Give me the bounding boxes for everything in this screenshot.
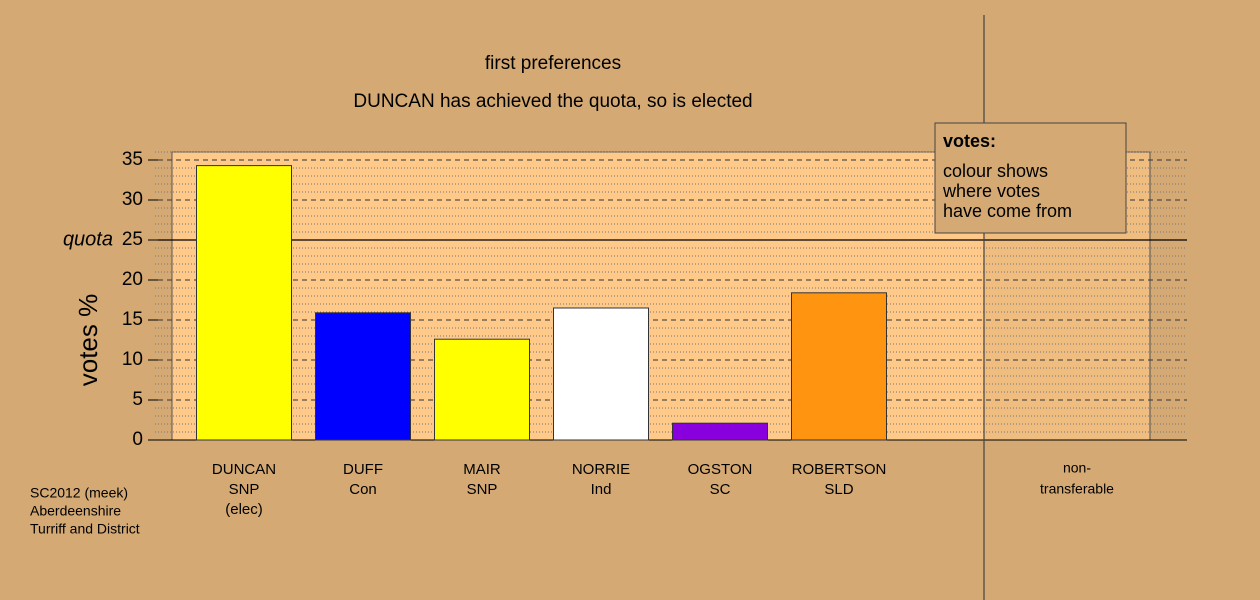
x-tick-label: OGSTON bbox=[688, 461, 753, 478]
legend-text: where votes bbox=[942, 181, 1040, 201]
chart-title: first preferences bbox=[485, 53, 621, 74]
x-tick-label: MAIR bbox=[463, 461, 501, 478]
y-tick-label: 0 bbox=[132, 429, 143, 450]
legend-box bbox=[934, 122, 1127, 234]
x-tick-label: DUFF bbox=[343, 461, 383, 478]
y-tick-label: 10 bbox=[122, 349, 143, 370]
bar bbox=[672, 422, 768, 441]
legend-text: have come from bbox=[943, 201, 1072, 221]
y-tick-label: 5 bbox=[132, 389, 143, 410]
x-tick-label: SNP bbox=[467, 481, 498, 498]
x-tick-label: SC bbox=[710, 481, 731, 498]
x-tick-label: Ind bbox=[591, 481, 612, 498]
bar bbox=[791, 292, 887, 441]
y-tick-label: 35 bbox=[122, 149, 143, 170]
x-tick-label: non- bbox=[1063, 460, 1091, 476]
bar bbox=[434, 338, 530, 441]
y-tick-label: 30 bbox=[122, 189, 143, 210]
x-tick-label: SNP bbox=[229, 481, 260, 498]
x-tick-label: transferable bbox=[1040, 481, 1114, 497]
bar bbox=[553, 307, 649, 441]
y-axis-label: votes % bbox=[73, 294, 103, 387]
x-tick-label: SLD bbox=[824, 481, 853, 498]
y-tick-label: 25 bbox=[122, 229, 143, 250]
footer-text: Turriff and District bbox=[30, 521, 140, 537]
footer-text: SC2012 (meek) bbox=[30, 485, 128, 501]
legend-title: votes: bbox=[943, 131, 996, 151]
x-tick-label: (elec) bbox=[225, 501, 263, 518]
quota-label: quota bbox=[63, 228, 113, 250]
x-tick-label: NORRIE bbox=[572, 461, 630, 478]
x-tick-label: Con bbox=[349, 481, 377, 498]
chart-subtitle: DUNCAN has achieved the quota, so is ele… bbox=[353, 91, 752, 112]
y-tick-label: 15 bbox=[122, 309, 143, 330]
bar bbox=[196, 165, 292, 441]
legend-text: colour shows bbox=[943, 161, 1048, 181]
x-tick-label: ROBERTSON bbox=[792, 461, 887, 478]
bar bbox=[315, 312, 411, 441]
footer-text: Aberdeenshire bbox=[30, 503, 121, 519]
x-tick-label: DUNCAN bbox=[212, 461, 276, 478]
y-tick-label: 20 bbox=[122, 269, 143, 290]
